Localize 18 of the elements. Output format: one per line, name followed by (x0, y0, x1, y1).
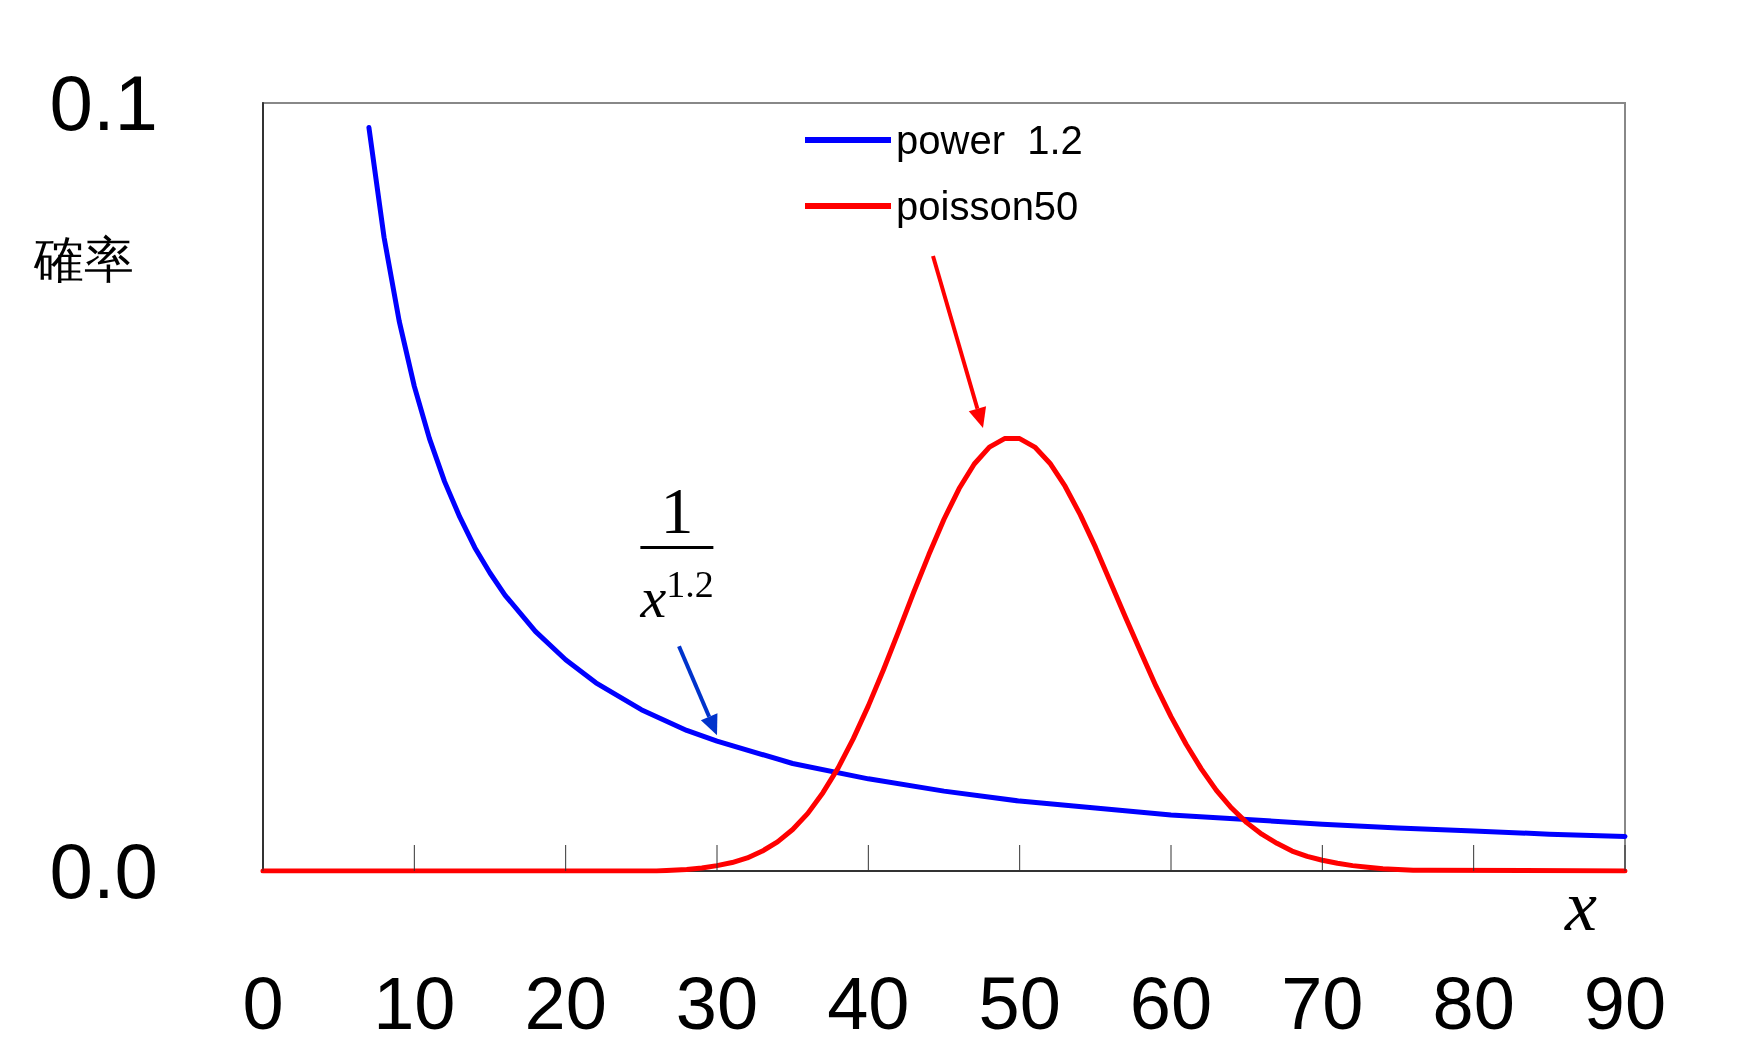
x-axis-title: x (1564, 866, 1597, 946)
x-tick-label: 60 (1129, 961, 1213, 1045)
legend-label: power 1.2 (896, 118, 1083, 162)
y-tick-label: 0.0 (49, 827, 158, 915)
x-tick-label: 80 (1432, 961, 1515, 1045)
x-tick-label: 90 (1583, 961, 1667, 1045)
x-tick-label: 0 (242, 961, 284, 1045)
x-tick-label: 30 (675, 961, 759, 1045)
annotation: x$^{1.2}$ (640, 562, 714, 633)
x-tick-label: 70 (1281, 961, 1364, 1045)
x-tick-label: 20 (524, 961, 607, 1045)
y-tick-label: 0.1 (49, 59, 158, 147)
x-tick-label: 10 (373, 961, 456, 1045)
x-tick-label: 40 (827, 961, 910, 1045)
annotation: 1 (640, 474, 714, 550)
legend-label: poisson50 (896, 184, 1079, 228)
y-axis-title: 確率 (33, 231, 134, 289)
x-tick-label: 50 (978, 961, 1061, 1045)
